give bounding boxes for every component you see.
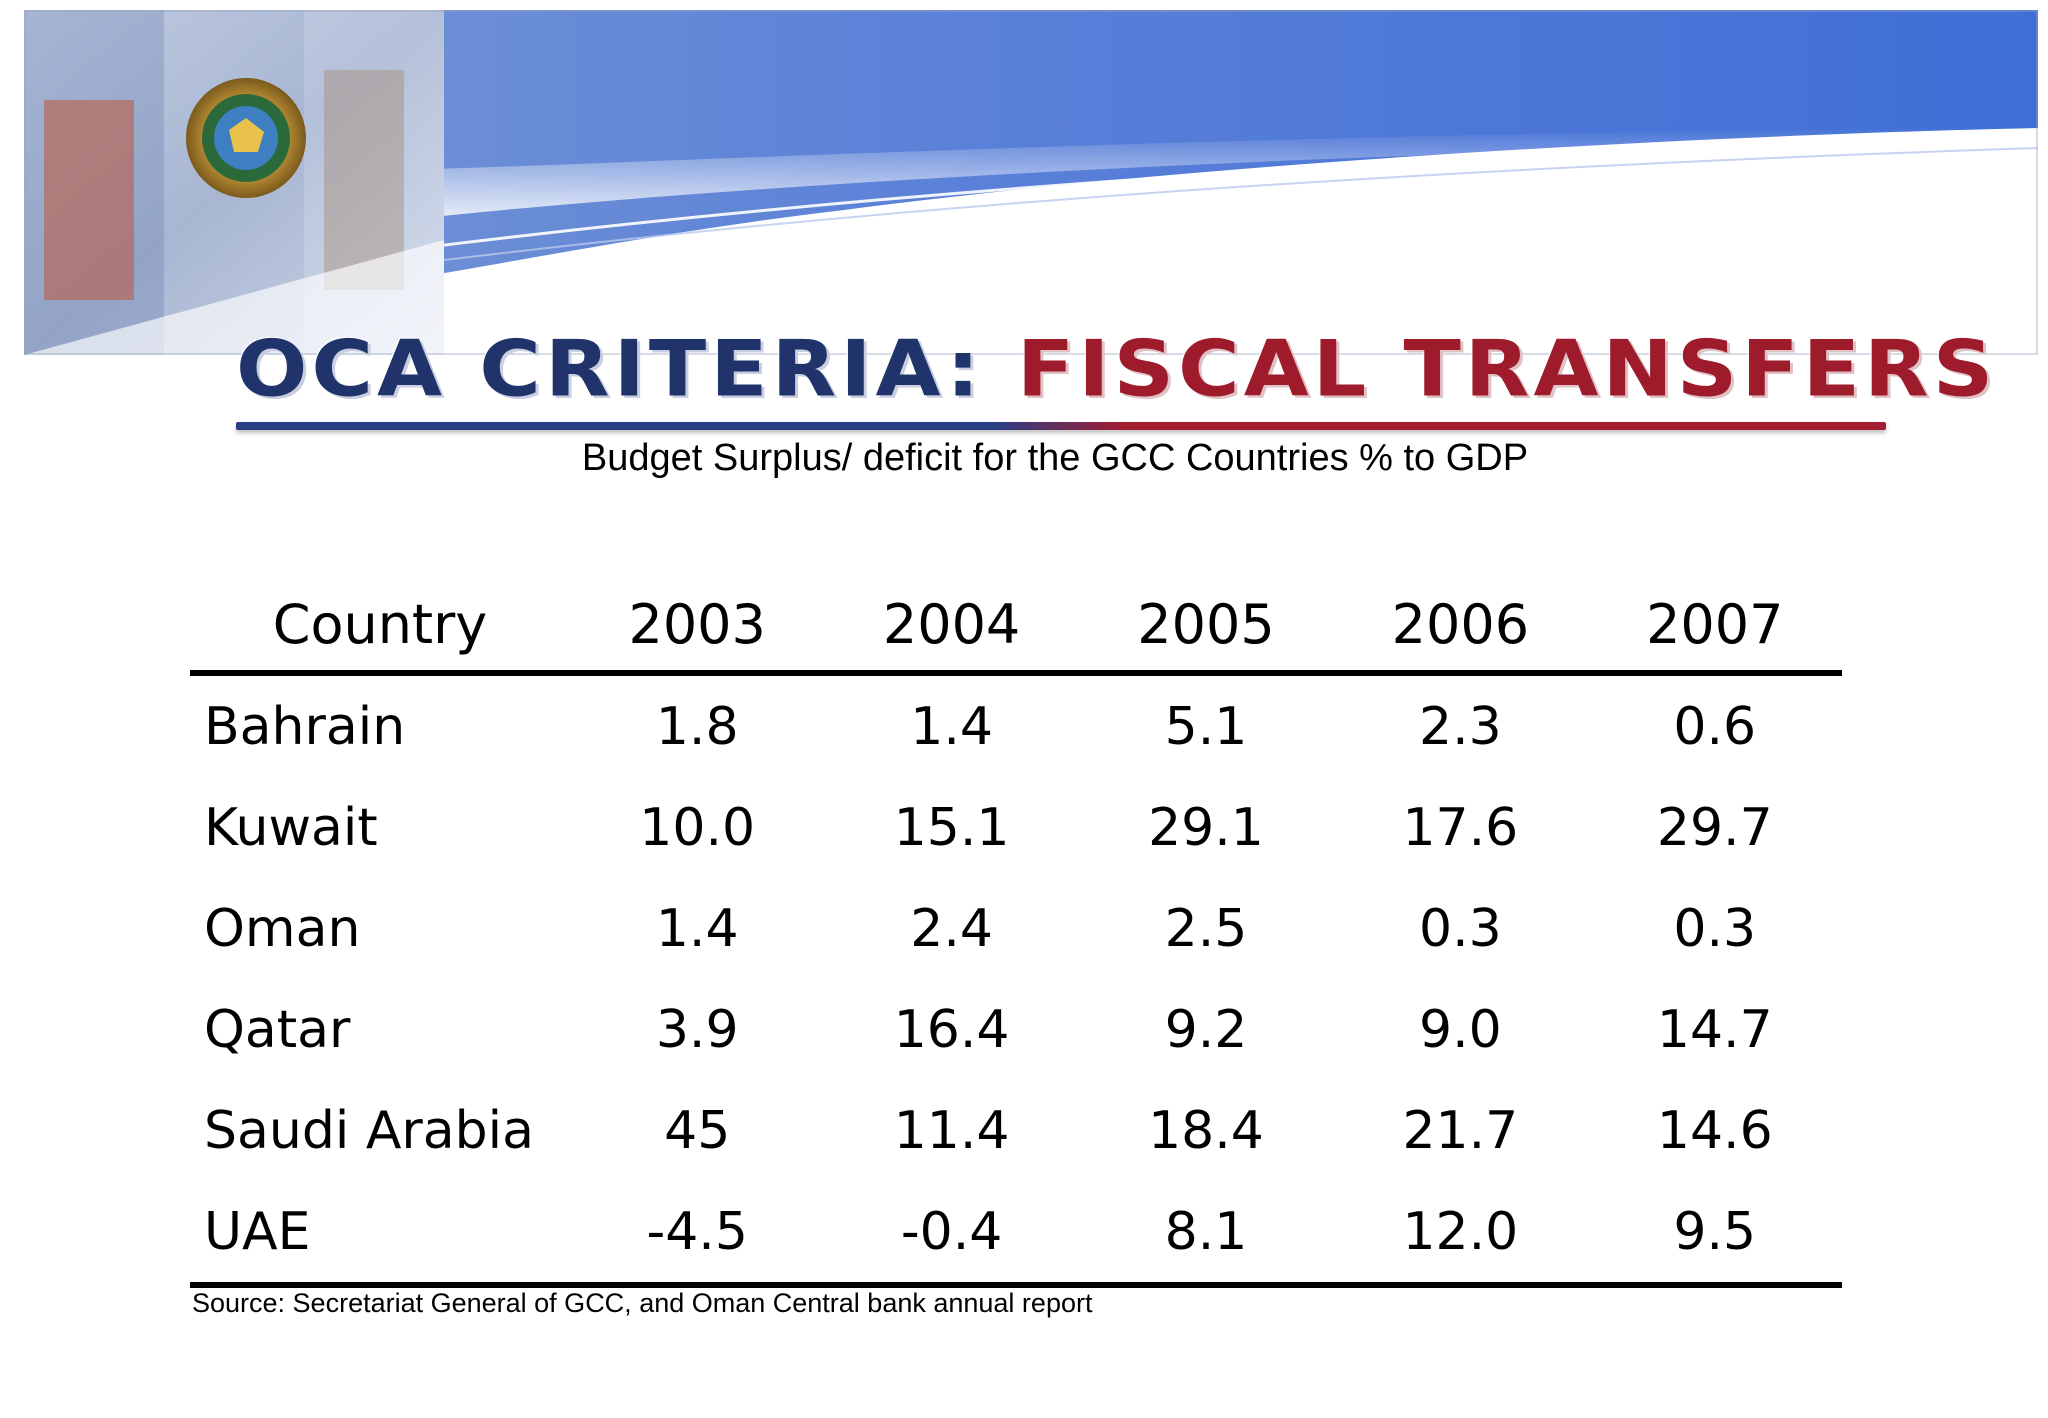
cell-country: Qatar xyxy=(204,999,351,1060)
cell-value: 29.1 xyxy=(1148,797,1264,858)
cell-value: 14.7 xyxy=(1656,999,1773,1060)
header-2003: 2003 xyxy=(570,578,825,676)
cell-value: 1.4 xyxy=(910,696,993,757)
source-note: Source: Secretariat General of GCC, and … xyxy=(192,1288,1093,1318)
cell-value: 10.0 xyxy=(639,797,756,858)
header-country: Country xyxy=(190,578,570,676)
cell-country: Oman xyxy=(204,898,361,959)
header-2005: 2005 xyxy=(1078,578,1334,676)
cell-country: Saudi Arabia xyxy=(204,1100,534,1161)
table-caption: Budget Surplus/ deficit for the GCC Coun… xyxy=(581,437,1529,479)
cell-value: 0.6 xyxy=(1673,696,1757,757)
cell-country: Bahrain xyxy=(204,696,406,757)
cell-value: 9.2 xyxy=(1164,999,1248,1060)
table-row-oman: Oman 1.4 2.4 2.5 0.3 0.3 xyxy=(190,878,1842,979)
cell-value: 21.7 xyxy=(1402,1100,1519,1161)
cell-value: 45 xyxy=(664,1100,731,1161)
cell-value: 16.4 xyxy=(893,999,1010,1060)
cell-value: 15.1 xyxy=(893,797,1010,858)
cell-value: 0.3 xyxy=(1673,898,1757,959)
cell-value: 2.5 xyxy=(1164,898,1248,959)
cell-value: 9.0 xyxy=(1419,999,1502,1060)
table-row-uae: UAE -4.5 -0.4 8.1 12.0 9.5 xyxy=(190,1181,1842,1288)
cell-value: 12.0 xyxy=(1333,1181,1588,1288)
cell-value: 11.4 xyxy=(893,1100,1010,1161)
header-2004: 2004 xyxy=(824,578,1079,676)
cell-value: 2.3 xyxy=(1419,696,1502,757)
table-row-saudi-arabia: Saudi Arabia 45 11.4 18.4 21.7 14.6 xyxy=(190,1080,1842,1181)
slide-title: OCA Criteria: Fiscal Transfers xyxy=(236,318,1993,419)
title-part-fiscal-transfers: Fiscal Transfers xyxy=(1016,323,1998,414)
cell-country: Kuwait xyxy=(204,797,378,858)
cell-value: 3.9 xyxy=(655,999,739,1060)
cell-value: 14.6 xyxy=(1656,1100,1773,1161)
cell-value: 2.4 xyxy=(910,898,993,959)
title-part-oca-criteria: OCA Criteria: xyxy=(236,323,984,414)
gcc-emblem-icon xyxy=(186,78,306,198)
cell-value: 1.8 xyxy=(655,696,739,757)
cell-value: 18.4 xyxy=(1148,1100,1264,1161)
cell-country: UAE xyxy=(190,1181,570,1288)
table-row-qatar: Qatar 3.9 16.4 9.2 9.0 14.7 xyxy=(190,979,1842,1080)
header-banner xyxy=(24,10,2038,355)
title-underline xyxy=(236,422,1886,430)
cell-value: 1.4 xyxy=(655,898,739,959)
cell-value: 17.6 xyxy=(1402,797,1519,858)
header-2006: 2006 xyxy=(1333,578,1588,676)
cell-value: 29.7 xyxy=(1656,797,1773,858)
table-row-bahrain: Bahrain 1.8 1.4 5.1 2.3 0.6 xyxy=(190,673,1842,777)
header-2007: 2007 xyxy=(1587,578,1842,676)
budget-table: Country 2003 2004 2005 2006 2007 Bahrain… xyxy=(190,578,1842,1288)
cell-value: -0.4 xyxy=(824,1181,1079,1288)
cell-value: 9.5 xyxy=(1587,1181,1842,1288)
table-row-kuwait: Kuwait 10.0 15.1 29.1 17.6 29.7 xyxy=(190,777,1842,878)
cell-value: 5.1 xyxy=(1164,696,1248,757)
cell-value: 8.1 xyxy=(1078,1181,1334,1288)
cell-value: 0.3 xyxy=(1419,898,1502,959)
table-header-row: Country 2003 2004 2005 2006 2007 xyxy=(190,578,1842,676)
cell-value: -4.5 xyxy=(570,1181,825,1288)
